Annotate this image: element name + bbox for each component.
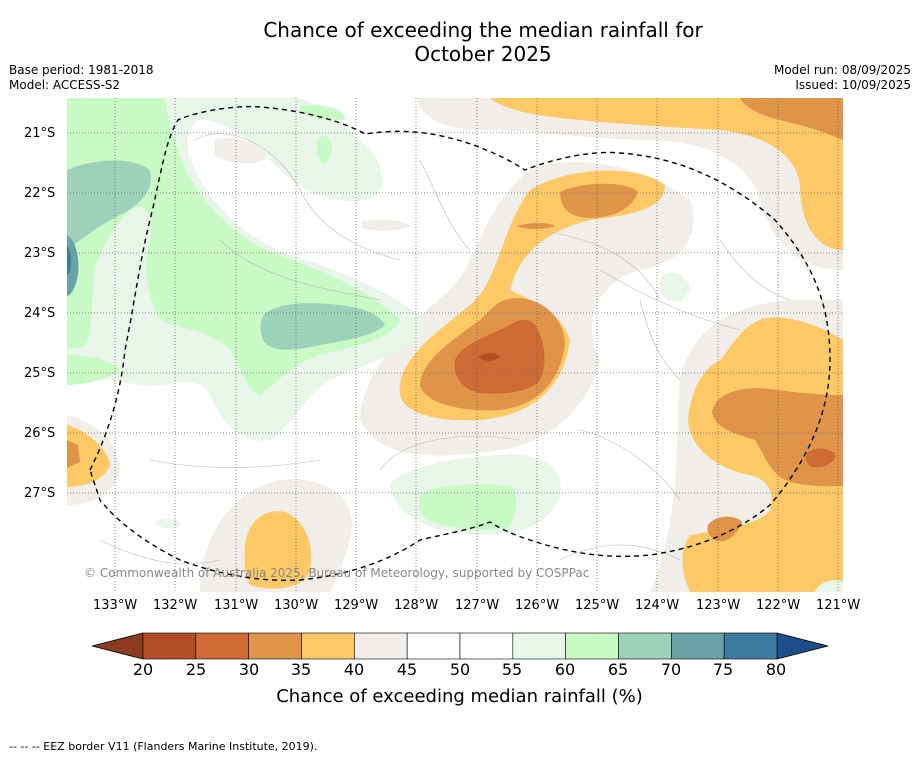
colorbar-segment [195, 632, 249, 660]
lon-label-133: 133°W [93, 598, 138, 613]
lat-label-27: 27°S [24, 486, 56, 501]
contour-30-35-sw [67, 440, 80, 468]
colorbar-segment [618, 632, 672, 660]
contour-60-65-small [300, 104, 345, 121]
contour-35-40-south [244, 511, 312, 589]
colorbar-over-arrow [776, 632, 829, 660]
contour-30-35-north [560, 183, 638, 218]
lon-label-130: 130°W [274, 598, 319, 613]
title-line-1: Chance of exceeding the median rainfall … [263, 18, 703, 42]
gridlines [67, 98, 843, 592]
colorbar-segment [406, 632, 461, 660]
contour-45-50-small2 [362, 219, 410, 231]
cb-tick-40: 40 [343, 660, 365, 679]
lat-label-25: 25°S [24, 366, 56, 381]
eez-footer-note: -- -- -- EEZ border V11 (Flanders Marine… [9, 740, 318, 753]
lon-label-123: 123°W [696, 598, 741, 613]
model-name: Model: ACCESS-S2 [9, 78, 121, 92]
colorbar-segment [723, 632, 778, 660]
colorbar-segment [459, 632, 514, 660]
colorbar-segment [248, 632, 302, 660]
cb-tick-75: 75 [712, 660, 734, 679]
cb-tick-30: 30 [238, 660, 260, 679]
meta-right: Model run: 08/09/2025 Issued: 10/09/2025 [774, 63, 911, 93]
chart-title: Chance of exceeding the median rainfall … [0, 18, 919, 66]
issued-date: Issued: 10/09/2025 [795, 78, 911, 92]
cb-tick-70: 70 [660, 660, 682, 679]
contour-70-75-west [67, 235, 79, 296]
lat-label-23: 23°S [24, 246, 56, 261]
contour-30-35-small [517, 223, 555, 229]
lon-label-127: 127°W [455, 598, 500, 613]
lon-label-132: 132°W [153, 598, 198, 613]
cb-tick-20: 20 [132, 660, 154, 679]
base-period: Base period: 1981-2018 [9, 63, 154, 77]
lon-label-126: 126°W [515, 598, 560, 613]
lon-label-131: 131°W [214, 598, 259, 613]
colorbar-segment [512, 632, 566, 660]
cb-tick-45: 45 [396, 660, 418, 679]
colorbar-segment [354, 632, 408, 660]
contour-35-40-sw [67, 425, 110, 487]
colorbar-segment [565, 632, 619, 660]
lon-label-124: 124°W [635, 598, 680, 613]
lon-label-129: 129°W [334, 598, 379, 613]
contour-55-60-small [155, 518, 182, 529]
cb-tick-35: 35 [290, 660, 312, 679]
colorbar [91, 632, 829, 660]
contour-35-40-east [682, 317, 843, 592]
lat-label-24: 24°S [24, 306, 56, 321]
title-line-2: October 2025 [414, 42, 552, 66]
colorbar-segment [671, 632, 725, 660]
cb-tick-65: 65 [607, 660, 629, 679]
contour-55-60-se [815, 580, 843, 592]
lon-label-125: 125°W [575, 598, 620, 613]
contour-45-50-northeast [417, 98, 843, 270]
lat-label-22: 22°S [24, 186, 56, 201]
contour-25-30-east [805, 448, 836, 468]
contour-30-35-ne [740, 98, 843, 140]
colorbar-title: Chance of exceeding median rainfall (%) [276, 686, 643, 707]
lat-label-21: 21°S [24, 126, 56, 141]
cb-tick-55: 55 [501, 660, 523, 679]
lon-label-121: 121°W [816, 598, 861, 613]
contour-60-65-north [316, 135, 332, 164]
colorbar-segment [142, 632, 197, 660]
cb-tick-50: 50 [449, 660, 471, 679]
contour-55-60-east [659, 272, 690, 302]
colorbar-segment [301, 632, 355, 660]
copyright-notice: © Commonwealth of Australia 2025, Bureau… [84, 566, 590, 580]
contour-30-35-se [707, 516, 742, 542]
contour-60-65-west2 [67, 355, 120, 385]
cb-tick-80: 80 [765, 660, 787, 679]
model-run: Model run: 08/09/2025 [773, 63, 911, 77]
cb-tick-60: 60 [554, 660, 576, 679]
lon-label-128: 128°W [394, 598, 439, 613]
contour-75-80-west [67, 245, 71, 275]
lon-label-122: 122°W [756, 598, 801, 613]
eez-border [89, 105, 831, 582]
colorbar-under-arrow [91, 632, 144, 660]
lat-label-26: 26°S [24, 426, 56, 441]
contour-60-65-south [418, 484, 517, 530]
meta-left: Base period: 1981-2018 Model: ACCESS-S2 [9, 63, 154, 93]
map-field [67, 98, 843, 592]
contour-65-70-central [260, 303, 385, 350]
cb-tick-25: 25 [185, 660, 207, 679]
contour-65-70-west [67, 160, 151, 250]
contour-20-25-central [478, 353, 500, 361]
contour-35-40-northeast [490, 98, 843, 250]
